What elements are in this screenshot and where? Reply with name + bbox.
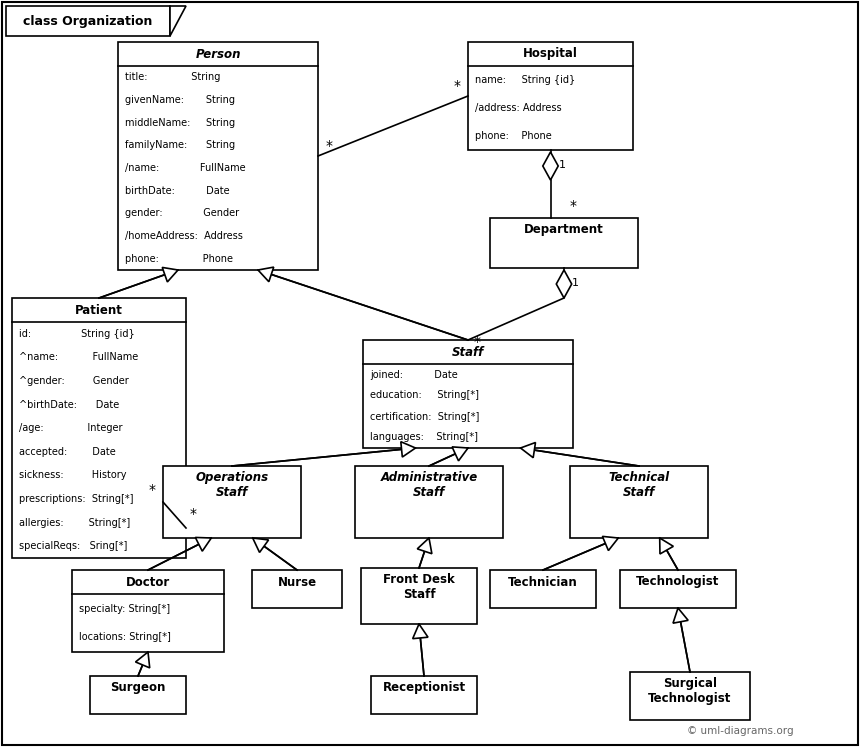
Text: Doctor: Doctor [126, 575, 170, 589]
Bar [468, 42, 633, 150]
Text: *: * [454, 79, 461, 93]
Text: education:     String[*]: education: String[*] [370, 391, 479, 400]
Bar [371, 676, 477, 714]
Text: Front Desk
Staff: Front Desk Staff [383, 573, 455, 601]
Text: specialty: String[*]: specialty: String[*] [79, 604, 170, 613]
Text: Nurse: Nurse [278, 575, 316, 589]
Text: *: * [570, 199, 577, 213]
Polygon shape [673, 608, 688, 623]
Text: Surgeon: Surgeon [110, 681, 166, 695]
Bar [361, 568, 477, 624]
Bar [363, 340, 573, 448]
Text: birthDate:          Date: birthDate: Date [125, 186, 230, 196]
Text: © uml-diagrams.org: © uml-diagrams.org [686, 726, 793, 736]
Text: /age:              Integer: /age: Integer [19, 424, 122, 433]
Polygon shape [543, 152, 558, 180]
Bar [355, 466, 503, 538]
Polygon shape [136, 652, 150, 668]
Text: id:                String {id}: id: String {id} [19, 329, 135, 339]
Text: 1: 1 [572, 278, 579, 288]
Text: 1: 1 [558, 160, 566, 170]
Polygon shape [253, 538, 268, 553]
Text: Staff: Staff [452, 346, 484, 359]
Text: Surgical
Technologist: Surgical Technologist [648, 677, 732, 705]
Text: Technologist: Technologist [636, 575, 720, 589]
Bar [163, 466, 301, 538]
Text: prescriptions:  String[*]: prescriptions: String[*] [19, 494, 133, 504]
Text: sickness:         History: sickness: History [19, 471, 126, 480]
Text: ^name:           FullName: ^name: FullName [19, 353, 138, 362]
Text: middleName:     String: middleName: String [125, 118, 235, 128]
Bar [90, 676, 186, 714]
Text: languages:    String[*]: languages: String[*] [370, 433, 478, 442]
Polygon shape [602, 536, 618, 551]
Text: certification:  String[*]: certification: String[*] [370, 412, 479, 421]
Polygon shape [660, 538, 673, 554]
Text: Receptionist: Receptionist [383, 681, 465, 695]
Bar [12, 298, 186, 558]
Text: phone:              Phone: phone: Phone [125, 254, 233, 264]
Bar [118, 42, 318, 270]
Text: givenName:       String: givenName: String [125, 95, 235, 105]
Text: class Organization: class Organization [23, 14, 153, 28]
Text: *: * [474, 335, 481, 349]
Text: ^birthDate:      Date: ^birthDate: Date [19, 400, 120, 409]
Bar [620, 570, 736, 608]
Text: locations: String[*]: locations: String[*] [79, 633, 171, 642]
Text: Patient: Patient [75, 303, 123, 317]
Text: ^gender:         Gender: ^gender: Gender [19, 376, 129, 386]
Text: allergies:        String[*]: allergies: String[*] [19, 518, 130, 527]
Text: Technician: Technician [508, 575, 578, 589]
Text: /name:             FullName: /name: FullName [125, 163, 246, 173]
Polygon shape [417, 538, 432, 554]
Text: Department: Department [524, 223, 604, 237]
Text: Administrative
Staff: Administrative Staff [380, 471, 477, 499]
Text: phone:    Phone: phone: Phone [475, 131, 552, 141]
Text: specialReqs:   Sring[*]: specialReqs: Sring[*] [19, 541, 127, 551]
Bar [6, 6, 170, 36]
Polygon shape [170, 6, 186, 36]
Text: /address: Address: /address: Address [475, 103, 562, 113]
Text: Technical
Staff: Technical Staff [608, 471, 670, 499]
Text: Person: Person [195, 48, 241, 61]
Bar [72, 570, 224, 652]
Polygon shape [258, 267, 273, 282]
Bar [490, 570, 596, 608]
Text: Hospital: Hospital [523, 48, 578, 61]
Text: accepted:        Date: accepted: Date [19, 447, 116, 457]
Text: gender:             Gender: gender: Gender [125, 208, 239, 218]
Text: *: * [149, 483, 156, 497]
Bar [490, 218, 638, 268]
Text: Operations
Staff: Operations Staff [195, 471, 268, 499]
Text: familyName:      String: familyName: String [125, 140, 235, 150]
Text: name:     String {id}: name: String {id} [475, 75, 575, 85]
Text: *: * [326, 139, 333, 153]
Polygon shape [401, 441, 415, 457]
Text: *: * [190, 507, 197, 521]
Polygon shape [413, 624, 428, 639]
Text: title:              String: title: String [125, 72, 220, 82]
Polygon shape [195, 537, 212, 551]
Text: joined:          Date: joined: Date [370, 370, 458, 379]
Polygon shape [520, 442, 536, 458]
Bar [630, 672, 750, 720]
Polygon shape [556, 270, 572, 298]
Bar [252, 570, 342, 608]
Bar [570, 466, 708, 538]
Polygon shape [163, 267, 178, 282]
Text: /homeAddress:  Address: /homeAddress: Address [125, 231, 243, 241]
Polygon shape [452, 447, 468, 461]
